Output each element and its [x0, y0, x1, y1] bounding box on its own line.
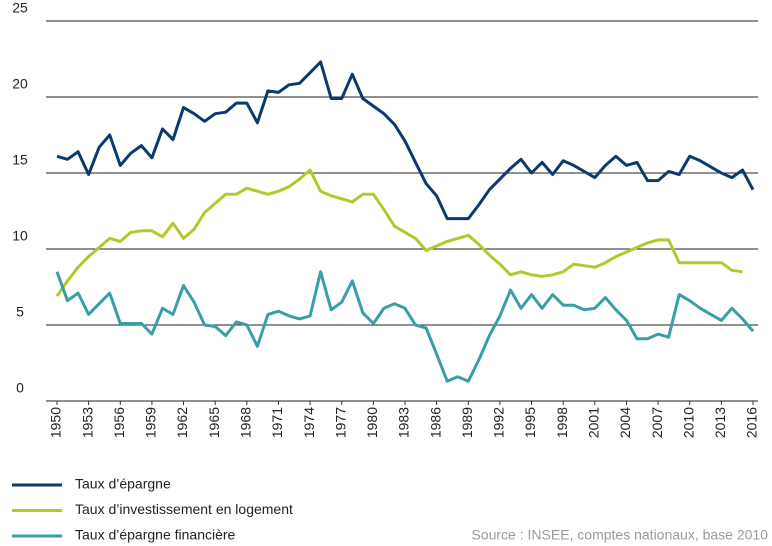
x-tick-label: 1989	[459, 407, 475, 438]
y-tick-label: 25	[12, 0, 28, 16]
y-tick-label: 5	[16, 304, 24, 320]
series-line	[55, 270, 755, 383]
x-tick-label: 2007	[649, 407, 665, 438]
y-tick-label: 10	[12, 228, 28, 244]
x-tick-label: 1956	[111, 407, 127, 438]
y-tick-label: 20	[12, 76, 28, 92]
series-line	[56, 60, 755, 221]
legend-label: Taux d’épargne financière	[75, 527, 236, 543]
x-tick-label: 1959	[143, 407, 159, 438]
x-tick-label: 1950	[48, 407, 64, 438]
x-tick-label: 1983	[396, 407, 412, 438]
x-tick-label: 2004	[617, 407, 633, 438]
x-tick-label: 2010	[680, 407, 696, 438]
legend-label: Taux d’épargne	[75, 476, 171, 492]
x-tick-label: 1968	[238, 407, 254, 438]
source-note: Source : INSEE, comptes nationaux, base …	[471, 527, 768, 543]
x-tick-label: 1965	[206, 407, 222, 438]
x-tick-label: 1986	[427, 407, 443, 438]
x-tick-label: 1971	[269, 407, 285, 438]
series-line	[55, 168, 743, 297]
y-tick-label: 0	[16, 380, 24, 396]
x-tick-label: 1998	[554, 407, 570, 438]
x-tick-label: 1977	[332, 407, 348, 438]
x-tick-label: 1995	[522, 407, 538, 438]
legend-label: Taux d’investissement en logement	[75, 501, 293, 517]
x-tick-label: 1974	[301, 407, 317, 438]
x-tick-label: 2016	[744, 407, 760, 438]
y-tick-label: 15	[12, 152, 28, 168]
x-tick-label: 1980	[364, 407, 380, 438]
x-tick-label: 1992	[491, 407, 507, 438]
x-tick-label: 1962	[174, 407, 190, 438]
x-tick-label: 2001	[586, 407, 602, 438]
x-tick-label: 1953	[79, 407, 95, 438]
x-tick-label: 2013	[712, 407, 728, 438]
